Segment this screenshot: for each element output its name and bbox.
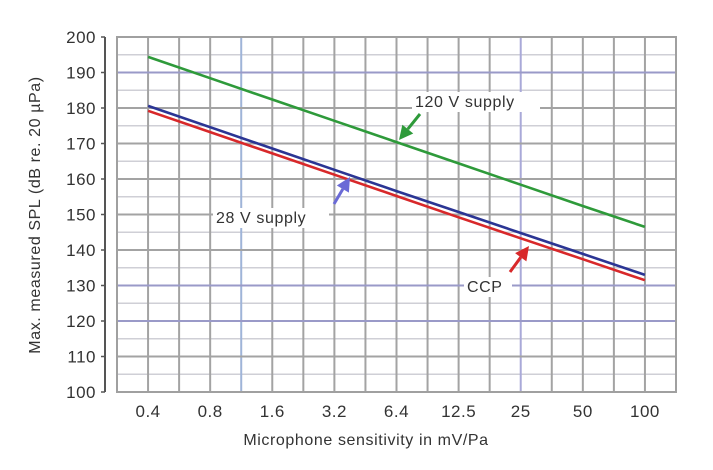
y-tick-label: 150	[66, 206, 96, 225]
grid	[116, 36, 677, 393]
x-tick-label: 25	[511, 402, 531, 421]
x-axis-title: Microphone sensitivity in mV/Pa	[243, 432, 488, 449]
arrow-ccp	[508, 246, 529, 273]
series-line-0	[147, 55, 646, 229]
arrow-shaft	[406, 113, 422, 131]
arrow-shaft	[332, 188, 345, 205]
series-line-2	[147, 109, 646, 282]
y-tick-label: 100	[66, 383, 96, 402]
label-28v-supply: 28 V supply	[216, 210, 306, 227]
y-tick-label: 140	[66, 241, 96, 260]
y-tick-label: 180	[66, 99, 96, 118]
x-axis: 0.4 0.8 1.6 3.2 6.4 12.5 25 50 100	[135, 402, 659, 421]
arrow-shaft	[508, 256, 522, 273]
x-tick-label: 12.5	[441, 402, 476, 421]
annotations: 120 V supply 28 V supply CCP	[213, 92, 540, 297]
x-tick-label: 50	[573, 402, 593, 421]
arrow-28v-supply	[332, 177, 350, 205]
arrow-head	[399, 124, 414, 140]
arrow-head	[336, 177, 350, 193]
y-tick-label: 130	[66, 277, 96, 296]
series-lines	[147, 55, 646, 282]
x-tick-label: 1.6	[260, 402, 285, 421]
label-ccp: CCP	[467, 279, 503, 296]
label-120v-supply: 120 V supply	[415, 94, 515, 111]
y-tick-label: 120	[66, 312, 96, 331]
plot-frame	[116, 36, 677, 393]
series-line-1	[147, 104, 646, 277]
y-tick-label: 200	[66, 28, 96, 47]
y-tick-label: 190	[66, 64, 96, 83]
y-axis-title: Max. measured SPL (dB re. 20 µPa)	[27, 76, 44, 353]
y-tick-label: 160	[66, 170, 96, 189]
x-tick-label: 6.4	[384, 402, 409, 421]
x-tick-label: 0.4	[135, 402, 160, 421]
x-tick-label: 3.2	[322, 402, 347, 421]
arrow-head	[515, 246, 529, 262]
arrow-120v-supply	[399, 113, 422, 140]
label-ccp-bg	[464, 277, 512, 297]
label-28v-supply-bg	[213, 208, 329, 228]
x-tick-label: 0.8	[198, 402, 223, 421]
label-120v-supply-bg	[412, 92, 540, 112]
y-tick-label: 110	[67, 348, 96, 367]
y-tick-label: 170	[66, 135, 96, 154]
x-tick-label: 100	[630, 402, 660, 421]
y-axis: 100 110 120 130 140 150 160 170 180 190 200	[66, 28, 106, 402]
